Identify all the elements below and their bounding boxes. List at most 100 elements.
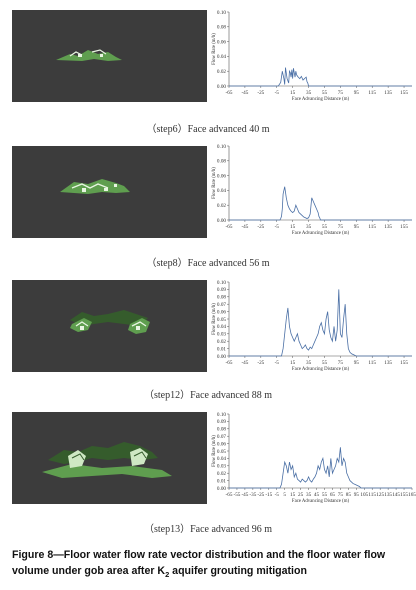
flow-vector-image [12, 10, 207, 102]
x-tick-label: 55 [322, 90, 328, 96]
x-tick-label: 125 [376, 492, 384, 498]
flow-rate-chart: 0.00 0.02 0.04 0.06 0.08 0.10 -65 -45 -25 -5 15 35 5… [207, 140, 416, 240]
x-tick-label: -5 [275, 360, 280, 366]
x-tick-label: 155 [400, 360, 408, 366]
y-tick-label: 0.06 [217, 173, 226, 179]
x-tick-label: 15 [290, 90, 296, 96]
x-tick-label: -25 [257, 360, 264, 366]
y-tick-label: 0.06 [217, 441, 226, 447]
y-tick-label: 0.09 [217, 287, 226, 293]
panel-caption: （step12）Face advanced 88 m [143, 390, 273, 401]
y-tick-label: 0.10 [217, 144, 226, 150]
x-tick-label: 95 [354, 360, 360, 366]
x-tick-label: 75 [338, 360, 344, 366]
y-tick-label: 0.07 [217, 434, 226, 440]
figure-caption-tail: aquifer grouting mitigation [169, 565, 307, 577]
x-tick-label: 165 [408, 492, 416, 498]
y-tick-label: 0.09 [217, 419, 226, 425]
x-tick-label: 115 [368, 360, 376, 366]
y-axis-label: Flow Rate (m/h) [212, 303, 217, 335]
y-tick-label: 0.05 [217, 317, 226, 323]
vector-cluster [70, 310, 150, 334]
x-tick-label: 35 [306, 360, 312, 366]
x-tick-label: 75 [338, 90, 344, 96]
x-tick-label: 135 [384, 360, 392, 366]
x-tick-label: -15 [265, 492, 272, 498]
x-tick-label: -45 [241, 224, 248, 230]
x-tick-label: 15 [290, 224, 296, 230]
x-tick-label: -25 [257, 90, 264, 96]
y-tick-label: 0.00 [217, 218, 226, 224]
figure-caption-subscript: 2 [165, 570, 170, 580]
flow-rate-chart: 0.00 0.01 0.02 0.03 0.04 0.05 0.06 0.07 0.08 0.09… [207, 276, 416, 376]
y-tick-label: 0.08 [217, 295, 226, 301]
vector-cluster [60, 179, 130, 194]
panel-step6: 0.00 0.02 0.04 0.06 0.08 0.10 -65 -45 -25 -5 15 35 5… [0, 6, 416, 135]
y-tick-label: 0.01 [217, 478, 226, 484]
x-tick-label: 85 [346, 492, 352, 498]
x-tick-label: -5 [275, 90, 280, 96]
x-tick-label: 155 [400, 492, 408, 498]
x-tick-label: 105 [360, 492, 368, 498]
x-tick-label: 155 [400, 90, 408, 96]
y-tick-label: 0.10 [217, 412, 226, 418]
x-tick-label: 115 [368, 90, 376, 96]
x-tick-label: 95 [354, 224, 360, 230]
flow-rate-chart: 0.00 0.01 0.02 0.03 0.04 0.05 0.06 0.07 0.08 0.09… [207, 408, 416, 508]
y-tick-label: 0.04 [217, 456, 226, 462]
flow-rate-series-line [229, 289, 412, 357]
x-tick-label: 55 [322, 360, 328, 366]
y-tick-label: 0.06 [217, 39, 226, 45]
y-tick-label: 0.03 [217, 332, 226, 338]
flow-rate-series-line [229, 186, 412, 221]
x-tick-label: 35 [306, 224, 312, 230]
flow-vector-image [12, 412, 207, 504]
x-tick-label: -45 [241, 492, 248, 498]
y-tick-label: 0.10 [217, 280, 226, 286]
y-tick-label: 0.04 [217, 324, 226, 330]
x-tick-label: -25 [257, 492, 264, 498]
x-tick-label: 135 [384, 224, 392, 230]
x-tick-label: 95 [354, 90, 360, 96]
y-tick-label: 0.08 [217, 159, 226, 165]
x-tick-label: -45 [241, 360, 248, 366]
x-tick-label: -5 [275, 492, 280, 498]
y-tick-label: 0.00 [217, 486, 226, 492]
panel-step8: 0.00 0.02 0.04 0.06 0.08 0.10 -65 -45 -25 -5 15 35 5… [0, 140, 416, 270]
x-tick-label: -65 [226, 492, 233, 498]
x-tick-label: -55 [233, 492, 240, 498]
x-axis-label: Face Advancing Distance (m) [292, 367, 350, 372]
x-tick-label: -5 [275, 224, 280, 230]
x-tick-label: 155 [400, 224, 408, 230]
vector-cluster [42, 442, 172, 478]
y-tick-label: 0.04 [217, 188, 226, 194]
x-tick-label: 65 [330, 492, 336, 498]
panel-caption: （step6）Face advanced 40 m [146, 124, 270, 135]
x-tick-label: 55 [322, 492, 328, 498]
x-tick-label: 5 [283, 492, 286, 498]
x-tick-label: 55 [322, 224, 328, 230]
y-axis-label: Flow Rate (m/h) [212, 435, 217, 467]
flow-rate-chart: 0.00 0.02 0.04 0.06 0.08 0.10 -65 -45 -25 -5 15 35 5… [207, 6, 416, 106]
y-tick-label: 0.01 [217, 346, 226, 352]
x-tick-label: 45 [314, 492, 320, 498]
figure-caption: Figure 8—Floor water flow rate vector di… [12, 547, 412, 583]
flow-rate-series-line [229, 447, 412, 489]
x-tick-label: -35 [249, 492, 256, 498]
flow-vector-graphic [56, 49, 122, 61]
x-tick-label: 25 [298, 492, 304, 498]
x-tick-label: 135 [384, 90, 392, 96]
x-tick-label: -65 [226, 360, 233, 366]
y-tick-label: 0.07 [217, 302, 226, 308]
y-tick-label: 0.03 [217, 464, 226, 470]
flow-vector-graphic [42, 442, 172, 478]
x-tick-label: -65 [226, 90, 233, 96]
y-tick-label: 0.06 [217, 309, 226, 315]
panel-caption: （step13）Face advanced 96 m [143, 524, 273, 535]
x-axis-label: Face Advancing Distance (m) [292, 231, 350, 236]
x-tick-label: 145 [392, 492, 400, 498]
x-tick-label: 115 [368, 492, 376, 498]
y-axis-label: Flow Rate (m/h) [212, 33, 217, 65]
panel-step13: 0.00 0.01 0.02 0.03 0.04 0.05 0.06 0.07 0.08 0.09… [0, 408, 416, 538]
y-axis-label: Flow Rate (m/h) [212, 167, 217, 199]
